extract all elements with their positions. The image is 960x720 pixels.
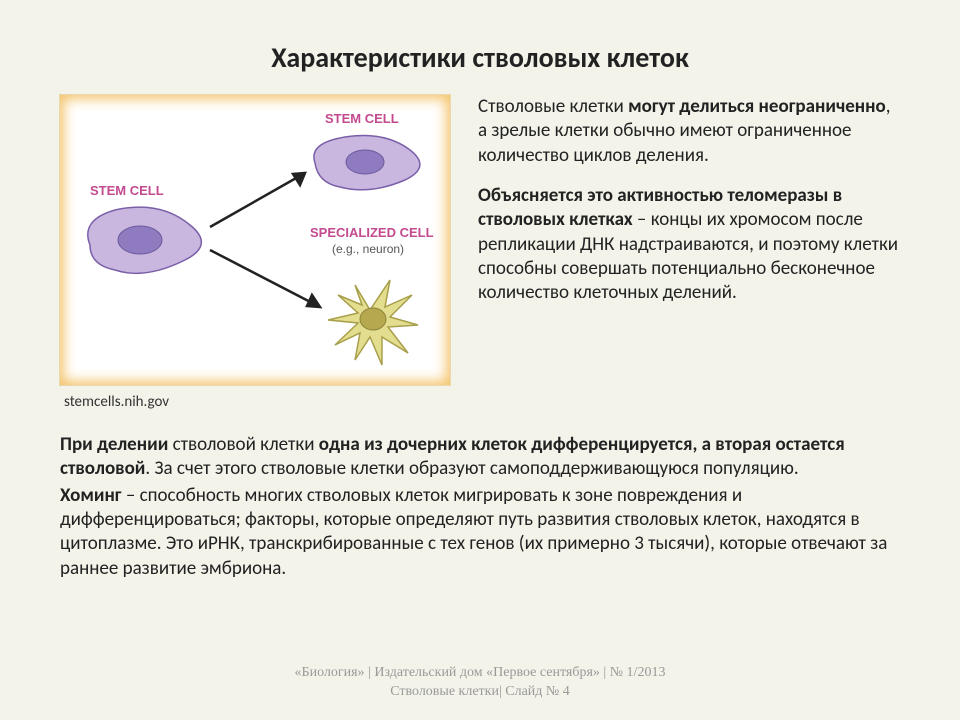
text-bold: При делении — [60, 433, 168, 456]
upper-row: STEM CELL STEM CELL SPECIALIZED CELL (e.… — [60, 95, 900, 411]
stem-cell-diagram: STEM CELL STEM CELL SPECIALIZED CELL (e.… — [60, 95, 450, 385]
text-span: – способность многих стволовых клеток ми… — [60, 484, 887, 580]
lower-paragraph-2: Хоминг – способность многих стволовых кл… — [60, 484, 900, 581]
stem-cell-left — [88, 207, 202, 273]
label-specialized-sub: (e.g., neuron) — [332, 242, 404, 256]
lower-paragraph-1: При делении стволовой клетки одна из доч… — [60, 433, 900, 482]
text-bold: Хоминг — [60, 484, 122, 507]
footer-line-1: «Биология» | Издательский дом «Первое се… — [0, 664, 960, 683]
text-span: стволовой клетки — [168, 433, 318, 456]
slide: Характеристики стволовых клеток STEM CEL… — [0, 0, 960, 720]
right-text-block: Стволовые клетки могут делиться неограни… — [478, 95, 900, 322]
figure-caption: stemcells.nih.gov — [60, 393, 450, 411]
diagram-svg: STEM CELL STEM CELL SPECIALIZED CELL (e.… — [60, 95, 450, 385]
label-stem-right: STEM CELL — [325, 111, 399, 126]
stem-cell-right — [314, 136, 420, 190]
text-span: Стволовые клетки — [478, 95, 628, 118]
figure-column: STEM CELL STEM CELL SPECIALIZED CELL (e.… — [60, 95, 450, 411]
text-bold: могут делиться неограниченно — [628, 95, 886, 118]
slide-title: Характеристики стволовых клеток — [60, 40, 900, 75]
right-paragraph-2: Объясняется это активностью теломеразы в… — [478, 184, 900, 306]
specialized-cell — [328, 280, 418, 365]
label-specialized: SPECIALIZED CELL — [310, 225, 434, 240]
right-paragraph-1: Стволовые клетки могут делиться неограни… — [478, 95, 900, 168]
footer-line-2: Стволовые клетки| Слайд № 4 — [0, 683, 960, 702]
arrows — [210, 173, 320, 307]
label-stem-left: STEM CELL — [90, 183, 164, 198]
lower-text-block: При делении стволовой клетки одна из доч… — [60, 433, 900, 581]
slide-footer: «Биология» | Издательский дом «Первое се… — [0, 664, 960, 702]
text-span: . За счет этого стволовые клетки образую… — [145, 457, 798, 480]
